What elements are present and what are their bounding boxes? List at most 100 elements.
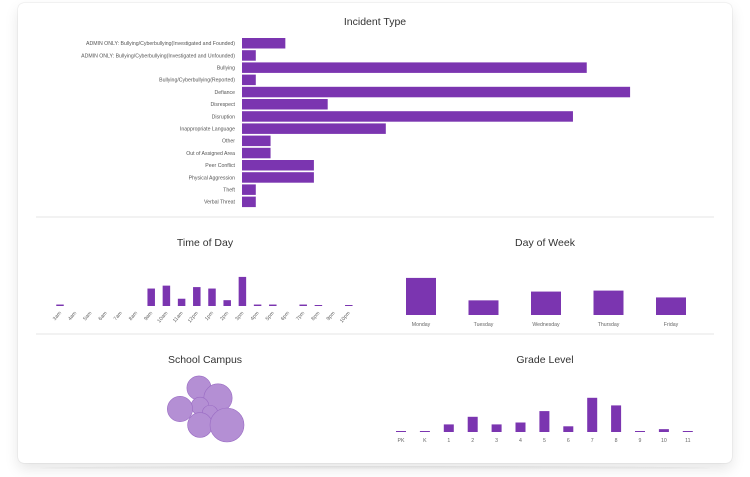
incident-type-bar[interactable] bbox=[242, 62, 587, 73]
grade-level-tick: 4 bbox=[519, 438, 522, 444]
day-of-week-bar[interactable] bbox=[531, 291, 561, 315]
grade-level-bar[interactable] bbox=[515, 422, 526, 433]
incident-type-bar[interactable] bbox=[242, 172, 314, 183]
day-of-week-bar[interactable] bbox=[593, 290, 624, 315]
time-of-day-tick: 12pm bbox=[187, 310, 200, 324]
time-of-day-bar[interactable] bbox=[147, 288, 155, 306]
incident-type-label: ADMIN ONLY: Bullying/Cyberbullying(Inves… bbox=[81, 53, 235, 59]
time-of-day-tick: 11am bbox=[172, 310, 185, 324]
time-of-day-bar[interactable] bbox=[223, 300, 231, 306]
time-of-day-tick: 10am bbox=[156, 310, 169, 324]
incident-type-bar[interactable] bbox=[242, 50, 256, 61]
time-of-day-tick: 4am bbox=[67, 310, 78, 322]
grade-level-tick: 2 bbox=[471, 438, 474, 444]
incident-type-label: Out of Assigned Area bbox=[186, 151, 235, 157]
grade-level-bar[interactable] bbox=[443, 424, 454, 432]
incident-type-label: Verbal Threat bbox=[204, 200, 236, 206]
day-of-week-tick: Thursday bbox=[598, 322, 620, 328]
day-of-week-bar[interactable] bbox=[406, 277, 436, 315]
grade-level-tick: 6 bbox=[567, 438, 570, 444]
time-of-day-tick: 1pm bbox=[204, 310, 215, 322]
time-of-day-title: Time of Day bbox=[177, 237, 234, 249]
time-of-day-tick: 6am bbox=[98, 310, 109, 322]
time-of-day-bar[interactable] bbox=[253, 304, 262, 306]
grade-level-bar[interactable] bbox=[491, 424, 502, 432]
time-of-day-bar[interactable] bbox=[208, 288, 216, 306]
grade-level-bar[interactable] bbox=[635, 431, 645, 432]
time-of-day-bar[interactable] bbox=[314, 305, 323, 306]
day-of-week-tick: Wednesday bbox=[532, 322, 560, 328]
time-of-day-bar[interactable] bbox=[56, 304, 64, 306]
dashboard-card bbox=[18, 3, 732, 463]
day-of-week-bar[interactable] bbox=[468, 300, 499, 315]
time-of-day-bar[interactable] bbox=[177, 298, 186, 306]
day-of-week-bar[interactable] bbox=[656, 297, 686, 315]
time-of-day-bar[interactable] bbox=[299, 304, 307, 306]
incident-type-bar[interactable] bbox=[242, 74, 256, 86]
incident-type-bar[interactable] bbox=[242, 111, 573, 122]
incident-type-label: Bullying bbox=[217, 65, 235, 71]
grade-level-bar[interactable] bbox=[682, 431, 693, 432]
time-of-day-tick: 4pm bbox=[250, 310, 261, 322]
time-of-day-tick: 9pm bbox=[326, 310, 337, 322]
grade-level-tick: PK bbox=[398, 438, 405, 444]
time-of-day-tick: 7am bbox=[113, 310, 124, 322]
day-of-week-tick: Monday bbox=[412, 322, 431, 328]
campus-bubble[interactable] bbox=[187, 412, 213, 438]
grade-level-bar[interactable] bbox=[539, 411, 550, 432]
time-of-day-tick: 10pm bbox=[339, 310, 352, 324]
incident-type-label: ADMIN ONLY: Bullying/Cyberbullying(Inves… bbox=[86, 41, 235, 47]
campus-bubble[interactable] bbox=[167, 396, 193, 422]
time-of-day-bar[interactable] bbox=[193, 287, 201, 306]
time-of-day-tick: 5pm bbox=[265, 310, 276, 322]
incident-type-label: Bullying/Cyberbullying(Reported) bbox=[159, 78, 235, 84]
grade-level-bar[interactable] bbox=[396, 431, 406, 432]
grade-level-bar[interactable] bbox=[658, 429, 669, 432]
time-of-day-tick: 8pm bbox=[310, 310, 321, 322]
incident-type-bar[interactable] bbox=[242, 135, 271, 147]
grade-level-bar[interactable] bbox=[563, 426, 574, 432]
day-of-week-tick: Friday bbox=[664, 322, 679, 328]
incident-type-bar[interactable] bbox=[242, 196, 256, 208]
incident-type-label: Inappropriate Language bbox=[180, 126, 235, 132]
time-of-day-tick: 9am bbox=[143, 310, 154, 322]
time-of-day-bar[interactable] bbox=[162, 285, 171, 306]
campus-bubble[interactable] bbox=[209, 407, 245, 443]
incident-type-title: Incident Type bbox=[344, 16, 406, 28]
time-of-day-bar[interactable] bbox=[345, 305, 353, 306]
school-campus-title: School Campus bbox=[168, 354, 242, 366]
grade-level-bar[interactable] bbox=[467, 416, 478, 432]
time-of-day-tick: 7pm bbox=[295, 310, 306, 322]
grade-level-tick: 10 bbox=[661, 438, 667, 444]
incident-type-chart: ADMIN ONLY: Bullying/Cyberbullying(Inves… bbox=[81, 38, 631, 208]
incident-type-bar[interactable] bbox=[242, 160, 314, 171]
time-of-day-bar[interactable] bbox=[238, 276, 247, 306]
incident-type-label: Disrespect bbox=[210, 102, 235, 108]
incident-type-label: Physical Aggression bbox=[189, 175, 236, 181]
incident-type-label: Disruption bbox=[212, 114, 235, 120]
grade-level-title: Grade Level bbox=[516, 354, 573, 366]
grade-level-bar[interactable] bbox=[419, 431, 430, 432]
grade-level-bar[interactable] bbox=[587, 397, 598, 432]
grade-level-chart: PK K 1 2 3 4 5 6 7 8 9 10 11 bbox=[396, 397, 693, 444]
time-of-day-tick: 5am bbox=[82, 310, 93, 322]
grade-level-tick: K bbox=[423, 438, 427, 444]
time-of-day-bar[interactable] bbox=[269, 304, 277, 306]
time-of-day-tick: 8am bbox=[128, 310, 139, 322]
grade-level-tick: 5 bbox=[543, 438, 546, 444]
day-of-week-tick: Tuesday bbox=[474, 322, 494, 328]
incident-type-bar[interactable] bbox=[242, 123, 386, 134]
school-campus-chart bbox=[167, 375, 245, 443]
grade-level-tick: 11 bbox=[685, 438, 690, 444]
incident-type-bar[interactable] bbox=[242, 38, 286, 49]
incident-type-bar[interactable] bbox=[242, 184, 256, 195]
grade-level-bar[interactable] bbox=[611, 405, 622, 432]
grade-level-tick: 7 bbox=[591, 438, 594, 444]
incident-type-bar[interactable] bbox=[242, 99, 328, 110]
incident-type-label: Other bbox=[222, 139, 235, 145]
time-of-day-tick: 3pm bbox=[234, 310, 245, 322]
card-shadow bbox=[40, 466, 710, 470]
time-of-day-tick: 2pm bbox=[219, 310, 230, 322]
incident-type-bar[interactable] bbox=[242, 147, 271, 159]
incident-type-bar[interactable] bbox=[242, 86, 631, 98]
